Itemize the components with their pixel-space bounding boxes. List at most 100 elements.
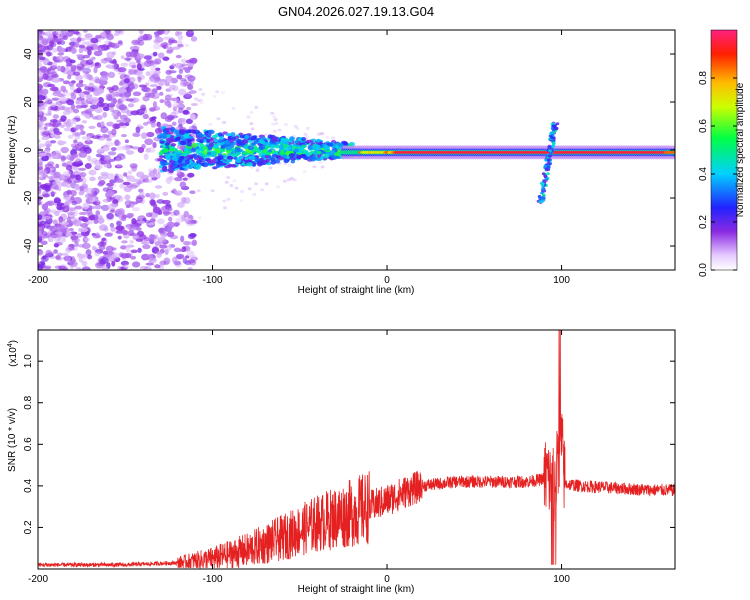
spectrogram-cell — [151, 116, 157, 120]
spectrogram-cell — [135, 227, 142, 231]
spectrogram-cell — [273, 118, 278, 122]
spectrogram-cell — [84, 33, 93, 38]
spectrogram-cell — [145, 262, 155, 266]
spectrogram-cell — [40, 66, 48, 73]
spectrogram-cell — [112, 90, 120, 98]
spectrogram-cell — [62, 91, 71, 97]
spectrogram-cell — [75, 74, 83, 81]
spectrogram-cell — [66, 191, 72, 196]
spectrogram-cell — [162, 191, 169, 196]
spectrogram-cell — [81, 120, 88, 124]
spectrogram-cell — [146, 120, 156, 125]
spectrogram-cell — [185, 118, 193, 125]
spectrogram-cell — [266, 141, 271, 147]
spectrogram-cell — [156, 172, 161, 179]
spectrogram-cell — [217, 132, 223, 137]
spectrogram-cell — [71, 153, 79, 158]
spectrogram-cell — [188, 160, 193, 164]
spectrogram-cell — [65, 58, 73, 65]
spectrogram-cell — [127, 212, 134, 217]
spectrogram-cell — [117, 208, 125, 215]
spectrogram-cell — [154, 241, 162, 246]
spectrogram-cell — [161, 134, 168, 140]
spectrogram-cell — [163, 130, 168, 135]
spectrogram-cell — [60, 115, 67, 122]
spectrogram-cell — [155, 67, 161, 72]
spectrogram-cell — [84, 33, 93, 41]
spectrogram-cell — [75, 105, 84, 109]
spectrogram-cell — [119, 114, 128, 120]
spectrogram-cell — [93, 66, 98, 74]
spectrogram-cell — [82, 67, 91, 74]
spectrogram-cell — [211, 134, 218, 139]
spectrogram-cell — [76, 37, 86, 42]
spectrogram-cell — [100, 154, 105, 161]
spectrogram-cell — [247, 145, 255, 151]
spectrogram-cell — [70, 64, 77, 72]
spectrogram-cell — [53, 171, 61, 179]
spectrogram-cell — [76, 54, 84, 58]
spectrogram-cell — [289, 136, 295, 141]
spectrogram-cell — [39, 89, 48, 97]
spectrogram-cell — [159, 91, 164, 96]
spectrogram-cell — [151, 73, 160, 80]
spectrogram-cell — [235, 158, 242, 164]
spectrogram-cell — [80, 59, 88, 67]
snr-panel: -200 -100 0 100 0.2 0.4 0.6 0.8 1.0 Height of st… — [7, 329, 676, 595]
chart-title: GN04.2026.027.19.13.G04 — [278, 4, 434, 19]
spectrogram-cell — [255, 158, 261, 163]
spectrogram-cell — [92, 205, 101, 210]
spectrogram-cell — [78, 47, 84, 54]
spectrogram-cell — [73, 108, 80, 114]
spectrogram-cell — [320, 156, 325, 160]
spectrogram-cell — [132, 91, 142, 97]
spectrogram-cell — [202, 146, 208, 150]
spectrogram-cell — [144, 138, 154, 146]
spectrogram-cell — [216, 117, 221, 121]
spectrogram-cell — [225, 145, 232, 151]
spectrogram-cell — [65, 31, 74, 37]
spectrogram-cell — [294, 148, 299, 153]
spectrogram-cell — [216, 139, 224, 143]
spectrogram-cell — [303, 132, 308, 136]
spectrogram-cell — [183, 134, 190, 139]
spectrogram-cell — [69, 59, 76, 64]
spectrogram-cell — [38, 166, 44, 171]
spectrogram-cell — [268, 157, 275, 161]
spectrogram-cell — [297, 154, 303, 159]
spectrogram-cell — [85, 249, 92, 256]
spectrogram-cell — [128, 200, 135, 208]
spectrogram-cell — [98, 44, 105, 48]
spectrogram-cell — [38, 126, 44, 131]
spectrogram-cell — [133, 69, 139, 73]
spectrogram-cell — [96, 148, 105, 153]
spectrogram-cell — [131, 261, 141, 268]
spectrogram-cell — [290, 156, 296, 161]
spectrogram-cell — [49, 121, 57, 127]
spectrogram-cell — [176, 100, 184, 105]
spectrogram-cell — [331, 136, 335, 140]
spectrogram-cell — [154, 127, 163, 135]
spectrogram-cell — [153, 70, 161, 75]
spectrogram-cell — [226, 176, 231, 179]
spectrogram-cell — [284, 143, 290, 149]
spectrogram-cell — [120, 97, 126, 102]
spectrogram-cell — [62, 35, 68, 41]
spectrogram-cell — [86, 135, 91, 142]
spectrogram-cell — [186, 106, 192, 111]
spectrogram-cell — [223, 206, 228, 210]
spectrogram-cell — [319, 132, 324, 135]
spectrogram-cell — [117, 67, 127, 73]
spectrogram-cell — [67, 134, 74, 139]
spectrogram-cell — [43, 265, 52, 269]
spectrogram-cell — [153, 43, 162, 50]
snr-xtick-label: 0 — [384, 574, 390, 585]
spectrogram-cell — [77, 33, 82, 37]
spectrogram-cell — [196, 189, 201, 193]
spectrogram-cell — [127, 103, 135, 108]
spectrogram-cell — [136, 69, 144, 75]
spectrogram-cell — [65, 66, 72, 72]
spectrogram-cell — [116, 119, 125, 123]
spectrogram-cell — [261, 159, 269, 164]
spectrogram-cell — [138, 30, 144, 35]
